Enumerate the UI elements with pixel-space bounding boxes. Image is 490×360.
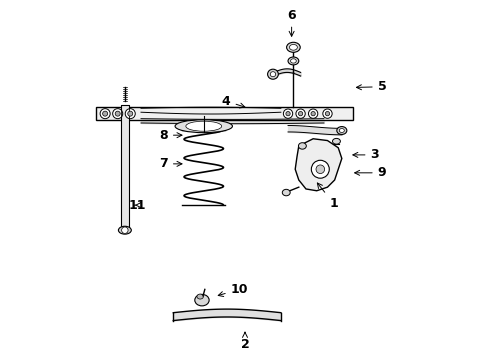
Text: 3: 3 [353, 148, 379, 161]
Text: 2: 2 [241, 332, 249, 351]
Ellipse shape [186, 121, 221, 131]
Ellipse shape [270, 72, 276, 77]
Ellipse shape [282, 189, 290, 196]
FancyBboxPatch shape [96, 107, 353, 121]
Text: 10: 10 [218, 283, 248, 297]
Text: 4: 4 [222, 95, 245, 108]
Text: 8: 8 [159, 129, 182, 142]
Ellipse shape [333, 138, 341, 144]
Circle shape [311, 160, 329, 178]
Ellipse shape [119, 226, 131, 234]
Ellipse shape [291, 59, 296, 63]
Ellipse shape [287, 42, 300, 52]
Ellipse shape [298, 143, 306, 149]
Circle shape [296, 109, 305, 118]
Bar [121, 105, 129, 230]
Ellipse shape [339, 129, 344, 132]
Ellipse shape [288, 57, 299, 65]
Ellipse shape [197, 294, 203, 299]
Circle shape [311, 112, 315, 116]
Circle shape [298, 112, 303, 116]
Circle shape [102, 111, 108, 116]
Circle shape [125, 109, 135, 119]
Circle shape [323, 109, 332, 118]
Circle shape [316, 165, 324, 174]
Circle shape [286, 112, 290, 116]
Circle shape [283, 109, 293, 118]
Circle shape [309, 109, 318, 118]
Ellipse shape [195, 294, 209, 306]
Text: 6: 6 [287, 9, 296, 36]
Ellipse shape [175, 120, 232, 133]
Ellipse shape [337, 127, 347, 134]
Text: 5: 5 [356, 80, 387, 93]
Ellipse shape [268, 69, 278, 79]
Text: 9: 9 [355, 166, 386, 179]
Text: 1: 1 [318, 183, 338, 210]
Ellipse shape [290, 44, 297, 50]
Circle shape [122, 227, 128, 233]
Circle shape [113, 109, 122, 119]
Circle shape [128, 111, 133, 116]
Circle shape [325, 112, 330, 116]
Text: 7: 7 [159, 157, 182, 170]
Circle shape [115, 111, 120, 116]
Circle shape [100, 109, 110, 119]
Polygon shape [295, 139, 342, 191]
Text: 11: 11 [129, 199, 147, 212]
